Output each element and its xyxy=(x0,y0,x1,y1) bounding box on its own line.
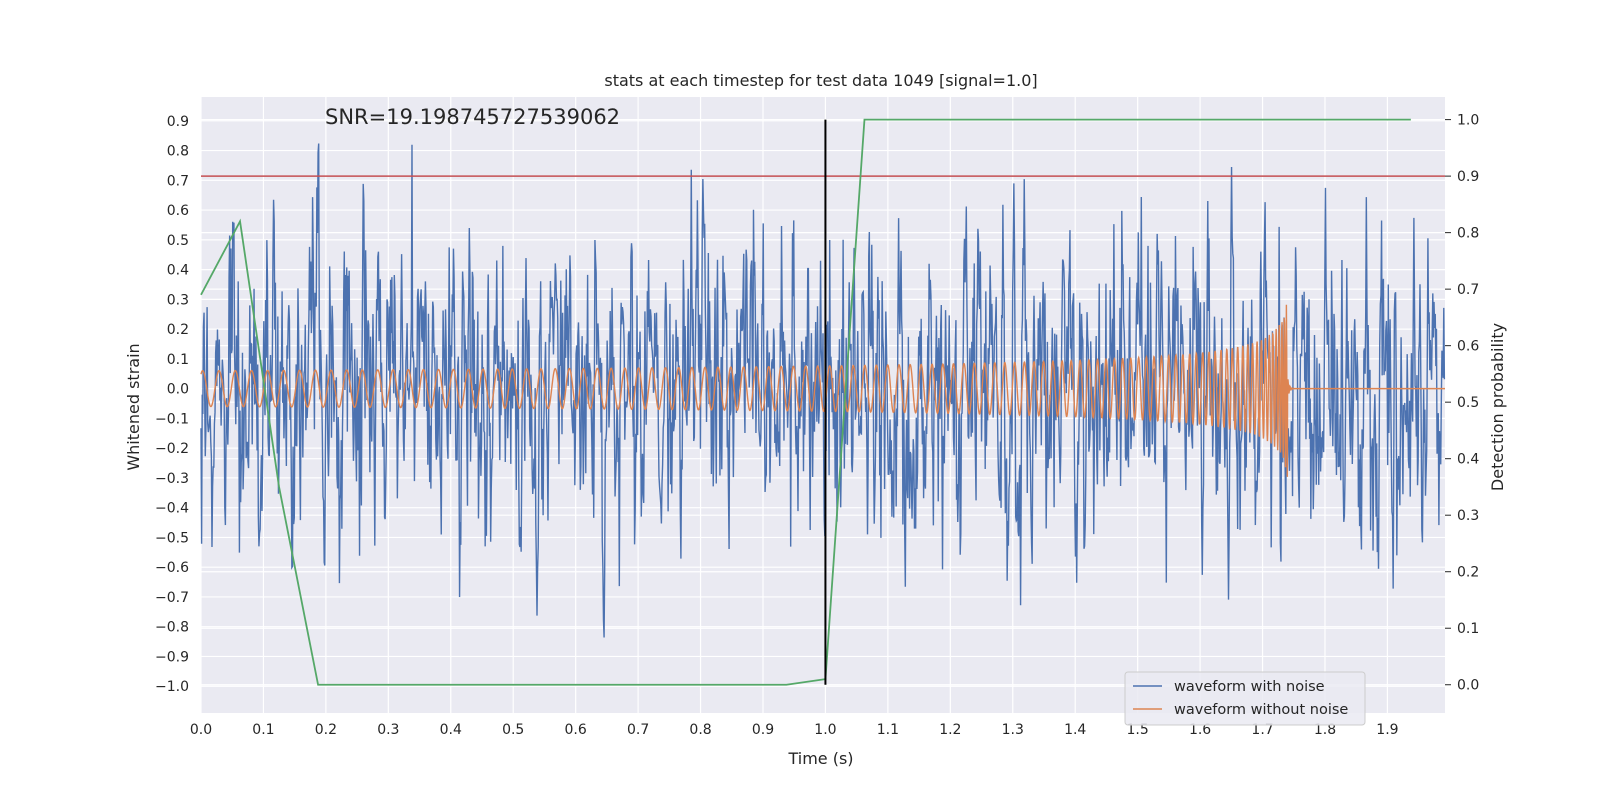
y2-tick-label: 0.4 xyxy=(1457,452,1479,468)
y-tick-label: 0.1 xyxy=(167,352,189,368)
y-tick-label: 0.7 xyxy=(167,173,189,189)
x-tick-label: 0.6 xyxy=(565,722,587,738)
legend-label-clean: waveform without noise xyxy=(1174,702,1348,718)
x-tick-label: 0.0 xyxy=(190,722,212,738)
snr-annotation: SNR=19.198745727539062 xyxy=(325,105,620,129)
y-tick-label: −0.7 xyxy=(155,590,189,606)
x-tick-label: 1.1 xyxy=(877,722,899,738)
y-tick-label: 0.3 xyxy=(167,292,189,308)
legend-box xyxy=(1124,671,1366,726)
y-tick-label: −0.1 xyxy=(155,411,189,427)
y2-tick-label: 0.1 xyxy=(1457,621,1479,637)
ticks: 0.0 0.1 0.2 0.3 0.4 0.5 0.6 0.7 0.8 0.9 1.0 1.1 1.2 1… xyxy=(155,113,1479,738)
y-tick-label: −0.2 xyxy=(155,441,189,457)
y-tick-label: 0.9 xyxy=(167,114,189,130)
legend-label-noisy: waveform with noise xyxy=(1174,679,1325,695)
x-tick-label: 0.9 xyxy=(752,722,774,738)
x-tick-label: 1.6 xyxy=(1189,722,1211,738)
chart-title: stats at each timestep for test data 104… xyxy=(604,71,1037,90)
y2-tick-label: 0.9 xyxy=(1457,169,1479,185)
y2-tick-label: 0.3 xyxy=(1457,508,1479,524)
x-tick-label: 1.5 xyxy=(1127,722,1149,738)
y2-tick-label: 0.5 xyxy=(1457,395,1479,411)
y2-tick-label: 0.8 xyxy=(1457,226,1479,242)
y-tick-label: 0.4 xyxy=(167,263,189,279)
x-tick-label: 0.1 xyxy=(252,722,274,738)
x-tick-label: 1.0 xyxy=(814,722,836,738)
x-tick-label: 1.4 xyxy=(1064,722,1086,738)
series-waveform-with-noise xyxy=(200,143,1446,638)
series-layer xyxy=(200,143,1446,638)
y-tick-label: −0.9 xyxy=(155,649,189,665)
x-tick-label: 0.2 xyxy=(315,722,337,738)
x-tick-label: 0.5 xyxy=(502,722,524,738)
y-tick-label: 0.2 xyxy=(167,322,189,338)
y-tick-label: −0.6 xyxy=(155,560,189,576)
x-tick-label: 1.9 xyxy=(1376,722,1398,738)
x-axis-label: Time (s) xyxy=(787,749,853,768)
y-tick-label: −0.4 xyxy=(155,501,189,517)
y-tick-label: 0.8 xyxy=(167,144,189,160)
series-detection-probability xyxy=(200,118,1411,686)
y-tick-label: −1.0 xyxy=(155,679,189,695)
legend: waveform with noise waveform without noi… xyxy=(1124,671,1366,726)
y2-tick-label: 1.0 xyxy=(1457,113,1479,129)
x-tick-label: 1.2 xyxy=(939,722,961,738)
x-tick-label: 1.7 xyxy=(1251,722,1273,738)
x-tick-label: 1.8 xyxy=(1314,722,1336,738)
y-tick-label: 0.5 xyxy=(167,233,189,249)
y-tick-label: −0.8 xyxy=(155,620,189,636)
overlay-layer xyxy=(200,118,1445,686)
y-tick-label: −0.5 xyxy=(155,530,189,546)
x-tick-label: 0.3 xyxy=(377,722,399,738)
x-tick-label: 0.4 xyxy=(440,722,462,738)
x-tick-label: 0.7 xyxy=(627,722,649,738)
y-tick-label: 0.6 xyxy=(167,203,189,219)
y-tick-label: −0.3 xyxy=(155,471,189,487)
y-axis-label: Whitened strain xyxy=(124,343,143,470)
x-tick-label: 1.3 xyxy=(1002,722,1024,738)
y2-tick-label: 0.2 xyxy=(1457,565,1479,581)
y2-axis-label: Detection probability xyxy=(1488,323,1507,491)
y2-tick-label: 0.0 xyxy=(1457,678,1479,694)
series-waveform-without-noise xyxy=(200,304,1445,477)
x-tick-label: 0.8 xyxy=(689,722,711,738)
y-tick-label: 0.0 xyxy=(167,382,189,398)
y2-tick-label: 0.6 xyxy=(1457,339,1479,355)
y2-tick-label: 0.7 xyxy=(1457,282,1479,298)
